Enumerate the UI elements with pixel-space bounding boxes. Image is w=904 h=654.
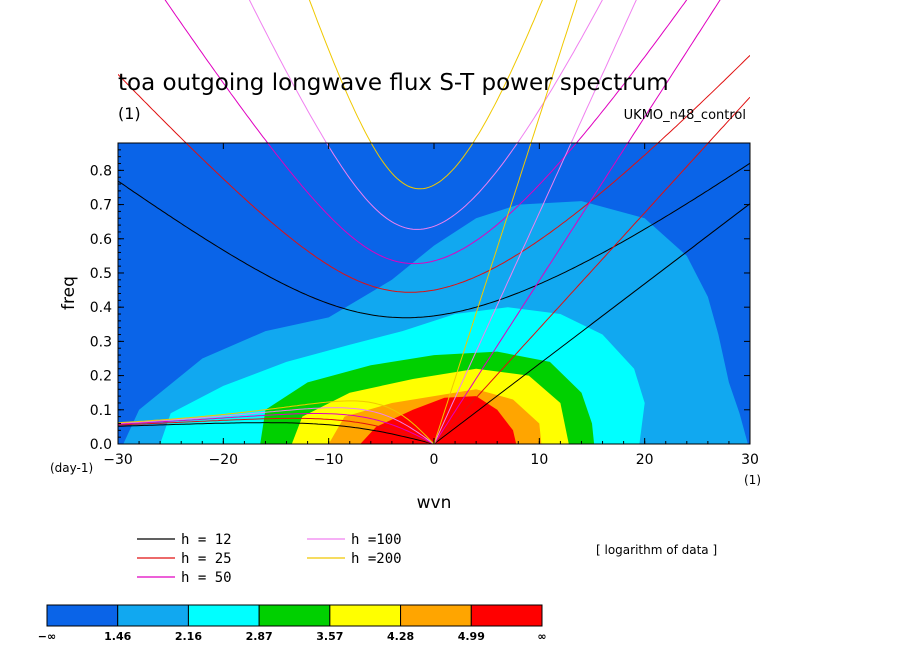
y-tick-label-0: 0.0 — [90, 437, 112, 453]
colorbar-level-7: ∞ — [537, 630, 546, 643]
legend-label-h12: h = 12 — [181, 532, 232, 548]
y-tick-label-8: 0.8 — [90, 163, 112, 179]
dispersion-curves-layer — [118, 0, 750, 444]
y-tick-label-4: 0.4 — [90, 300, 112, 316]
colorbar-level-2: 2.16 — [175, 630, 202, 643]
x-tick-label-6: 30 — [741, 452, 759, 468]
legend-label-h100: h =100 — [351, 532, 402, 548]
curve-h12-kelvin — [433, 203, 750, 444]
colorbar-level-4: 3.57 — [316, 630, 343, 643]
curve-h200-inertia-gravity — [308, 0, 543, 190]
x-tick-label-4: 10 — [530, 452, 548, 468]
y-unit-label: (day-1) — [50, 461, 93, 475]
chart-subtitle: (1) — [118, 104, 141, 123]
legend-label-h50: h = 50 — [181, 570, 232, 586]
curve-h100-equatorial-rossby — [118, 407, 435, 444]
x-tick-label-0: −30 — [103, 452, 133, 468]
curve-h12-inertia-gravity — [118, 162, 750, 319]
x-unit-label: (1) — [744, 473, 761, 487]
y-tick-label-6: 0.6 — [90, 232, 112, 248]
y-axis-label: freq — [59, 276, 79, 310]
curve-h200-equatorial-rossby — [118, 400, 435, 444]
curve-h50-kelvin — [433, 0, 721, 444]
colorbar-swatch-5 — [400, 604, 472, 627]
x-tick-label-5: 20 — [636, 452, 654, 468]
legend-label-h25: h = 25 — [181, 551, 232, 567]
y-tick-label-2: 0.2 — [90, 369, 112, 385]
curve-h25-equatorial-rossby — [118, 417, 435, 444]
chart-title: toa outgoing longwave flux S-T power spe… — [118, 70, 669, 96]
colorbar-level-1: 1.46 — [104, 630, 131, 643]
curve-h12-equatorial-rossby — [118, 422, 435, 444]
colorbar-level-0: −∞ — [38, 630, 56, 643]
x-tick-label-2: −10 — [314, 452, 344, 468]
y-tick-label-3: 0.3 — [90, 334, 112, 350]
curve-h50-equatorial-rossby — [118, 413, 435, 444]
colorbar-swatch-2 — [187, 604, 260, 627]
curve-h25-inertia-gravity — [118, 55, 750, 293]
colorbar-swatch-1 — [117, 604, 189, 627]
axes-layer: −30 −20 −10 0 10 20 30 0.0 0.1 0.2 0.3 0.4 0.5 0.6 0.7… — [90, 142, 759, 468]
curve-h100-kelvin — [433, 0, 637, 444]
y-tick-label-7: 0.7 — [90, 198, 112, 214]
colorbar-swatch-4 — [329, 604, 402, 627]
curve-h25-kelvin — [433, 96, 750, 444]
colorbar-level-5: 4.28 — [387, 630, 414, 643]
colorbar-swatch-6 — [470, 604, 543, 627]
curve-h100-inertia-gravity — [248, 0, 603, 230]
legend-label-h200: h =200 — [351, 551, 402, 567]
colorbar-swatch-3 — [258, 604, 331, 627]
x-tick-label-3: 0 — [430, 452, 439, 468]
contour-fill-layer — [118, 143, 750, 444]
x-tick-label-1: −20 — [209, 452, 239, 468]
colorbar-level-3: 2.87 — [246, 630, 273, 643]
run-label: UKMO_n48_control — [624, 108, 746, 123]
colorbar-swatch-0 — [46, 604, 119, 627]
colorbar-level-6: 4.99 — [458, 630, 485, 643]
colorbar: −∞ 1.46 2.16 2.87 3.57 4.28 4.99 ∞ — [38, 604, 547, 643]
y-tick-label-5: 0.5 — [90, 266, 112, 282]
curve-h50-inertia-gravity — [164, 0, 688, 265]
legend: h = 12 h = 25 h = 50 h =100 h =200 — [137, 532, 402, 586]
colorbar-note: [ logarithm of data ] — [596, 543, 717, 557]
curve-h200-kelvin — [433, 0, 578, 444]
x-axis-label: wvn — [417, 493, 452, 513]
y-tick-label-1: 0.1 — [90, 403, 112, 419]
